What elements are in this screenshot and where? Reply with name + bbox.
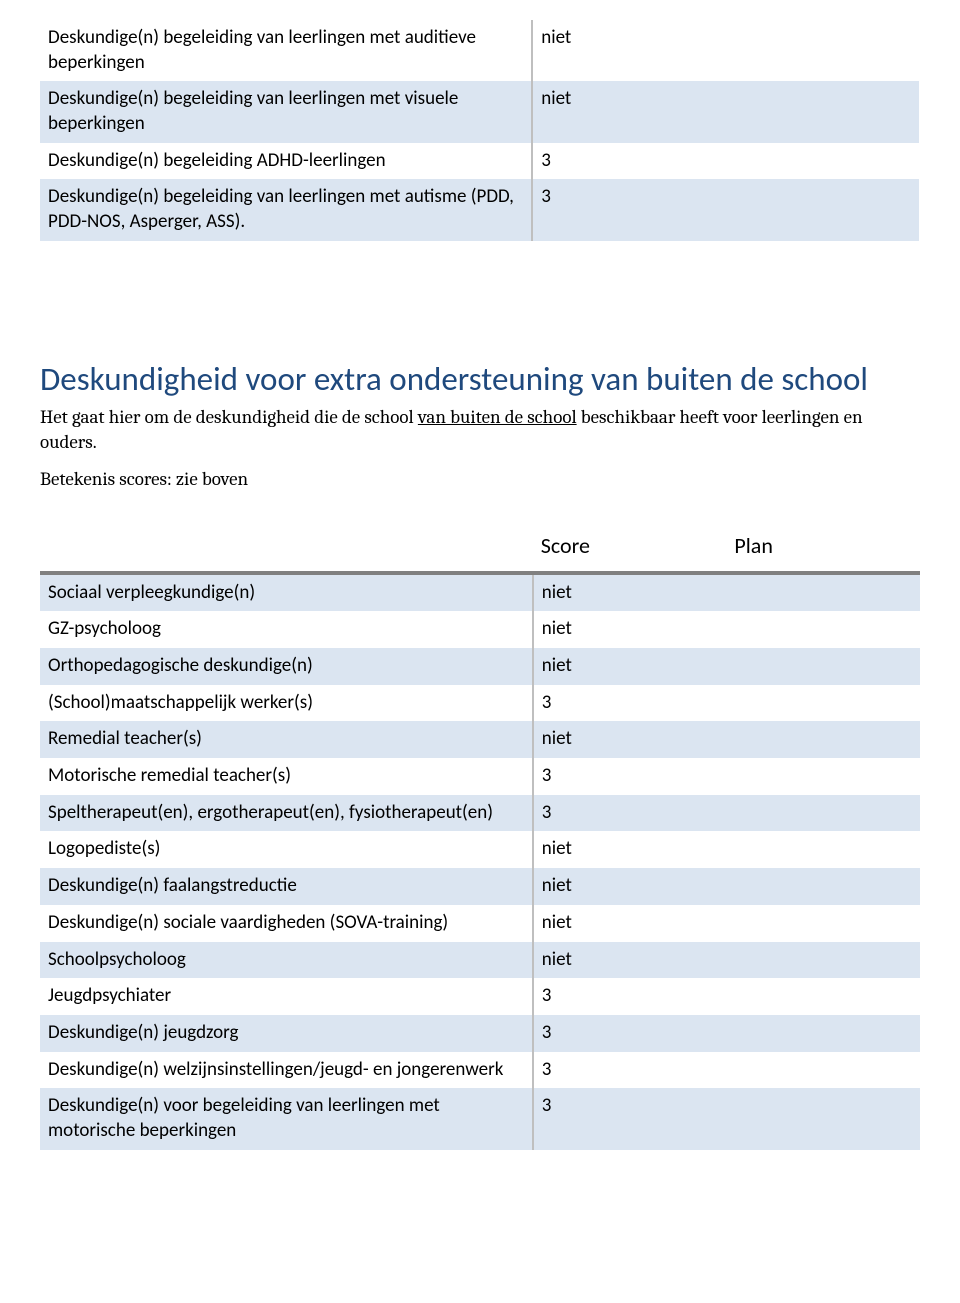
cell-score: niet <box>533 868 727 905</box>
cell-label: Motorische remedial teacher(s) <box>40 758 533 795</box>
cell-score: 3 <box>533 978 727 1015</box>
table-row: Orthopedagogische deskundige(n)niet <box>40 648 920 685</box>
spacer <box>40 241 920 361</box>
table-row: Deskundige(n) begeleiding van leerlingen… <box>40 20 919 81</box>
intro-underlined: van buiten de school <box>418 406 577 428</box>
cell-score: niet <box>533 905 727 942</box>
cell-plan <box>726 611 920 648</box>
table-row: Deskundige(n) voor begeleiding van leerl… <box>40 1088 920 1149</box>
cell-plan <box>726 81 919 142</box>
cell-label: Remedial teacher(s) <box>40 721 533 758</box>
cell-score: 3 <box>532 143 725 180</box>
cell-plan <box>726 978 920 1015</box>
header-label <box>40 518 533 571</box>
cell-plan <box>726 1088 920 1149</box>
cell-plan <box>726 179 919 240</box>
table-row: Deskundige(n) begeleiding ADHD-leerlinge… <box>40 143 919 180</box>
cell-plan <box>726 143 919 180</box>
table-top: Deskundige(n) begeleiding van leerlingen… <box>40 20 920 241</box>
cell-score: niet <box>533 721 727 758</box>
cell-label: Schoolpsycholoog <box>40 942 533 979</box>
cell-plan <box>726 575 920 612</box>
cell-plan <box>726 721 920 758</box>
intro-before: Het gaat hier om de deskundigheid die de… <box>40 406 418 428</box>
table-row: Remedial teacher(s)niet <box>40 721 920 758</box>
cell-score: 3 <box>533 1015 727 1052</box>
cell-plan <box>726 942 920 979</box>
cell-label: Deskundige(n) voor begeleiding van leerl… <box>40 1088 533 1149</box>
table-row: Motorische remedial teacher(s)3 <box>40 758 920 795</box>
cell-plan <box>726 795 920 832</box>
cell-label: Sociaal verpleegkundige(n) <box>40 575 533 612</box>
table-row: Deskundige(n) jeugdzorg3 <box>40 1015 920 1052</box>
table-row: Sociaal verpleegkundige(n)niet <box>40 575 920 612</box>
cell-label: Deskundige(n) begeleiding van leerlingen… <box>40 20 532 81</box>
cell-score: niet <box>533 831 727 868</box>
cell-score: niet <box>533 611 727 648</box>
cell-score: niet <box>532 81 725 142</box>
table-main: Score Plan Sociaal verpleegkundige(n)nie… <box>40 518 920 1150</box>
cell-score: 3 <box>533 795 727 832</box>
cell-score: niet <box>533 575 727 612</box>
cell-plan <box>726 685 920 722</box>
cell-label: Speltherapeut(en), ergotherapeut(en), fy… <box>40 795 533 832</box>
cell-score: 3 <box>533 758 727 795</box>
cell-label: Deskundige(n) jeugdzorg <box>40 1015 533 1052</box>
section-intro: Het gaat hier om de deskundigheid die de… <box>40 405 920 456</box>
cell-plan <box>726 1052 920 1089</box>
header-plan: Plan <box>726 518 920 571</box>
cell-plan <box>726 758 920 795</box>
table-row: Logopediste(s)niet <box>40 831 920 868</box>
cell-label: Logopediste(s) <box>40 831 533 868</box>
cell-label: Deskundige(n) begeleiding ADHD-leerlinge… <box>40 143 532 180</box>
table-row: Deskundige(n) welzijnsinstellingen/jeugd… <box>40 1052 920 1089</box>
cell-plan <box>726 831 920 868</box>
cell-plan <box>726 905 920 942</box>
table-row: GZ-psycholoogniet <box>40 611 920 648</box>
cell-plan <box>726 20 919 81</box>
cell-label: (School)maatschappelijk werker(s) <box>40 685 533 722</box>
cell-plan <box>726 648 920 685</box>
cell-score: 3 <box>532 179 725 240</box>
header-score: Score <box>533 518 727 571</box>
cell-score: 3 <box>533 1052 727 1089</box>
table-row: Deskundige(n) begeleiding van leerlingen… <box>40 81 919 142</box>
cell-plan <box>726 868 920 905</box>
cell-label: Deskundige(n) sociale vaardigheden (SOVA… <box>40 905 533 942</box>
section-note: Betekenis scores: zie boven <box>40 468 920 490</box>
page: Deskundige(n) begeleiding van leerlingen… <box>0 0 960 1190</box>
cell-label: Deskundige(n) faalangstreductie <box>40 868 533 905</box>
table-header-row: Score Plan <box>40 518 920 571</box>
table-row: Speltherapeut(en), ergotherapeut(en), fy… <box>40 795 920 832</box>
cell-plan <box>726 1015 920 1052</box>
cell-score: niet <box>533 648 727 685</box>
cell-label: Jeugdpsychiater <box>40 978 533 1015</box>
cell-score: 3 <box>533 1088 727 1149</box>
table-row: Deskundige(n) begeleiding van leerlingen… <box>40 179 919 240</box>
table-row: Deskundige(n) faalangstreductieniet <box>40 868 920 905</box>
table-row: (School)maatschappelijk werker(s)3 <box>40 685 920 722</box>
table-row: Jeugdpsychiater3 <box>40 978 920 1015</box>
cell-score: niet <box>533 942 727 979</box>
table-row: Deskundige(n) sociale vaardigheden (SOVA… <box>40 905 920 942</box>
section-title: Deskundigheid voor extra ondersteuning v… <box>40 361 920 399</box>
cell-label: Deskundige(n) begeleiding van leerlingen… <box>40 81 532 142</box>
cell-label: Orthopedagogische deskundige(n) <box>40 648 533 685</box>
cell-label: GZ-psycholoog <box>40 611 533 648</box>
cell-label: Deskundige(n) begeleiding van leerlingen… <box>40 179 532 240</box>
cell-score: niet <box>532 20 725 81</box>
table-row: Schoolpsycholoogniet <box>40 942 920 979</box>
cell-label: Deskundige(n) welzijnsinstellingen/jeugd… <box>40 1052 533 1089</box>
cell-score: 3 <box>533 685 727 722</box>
